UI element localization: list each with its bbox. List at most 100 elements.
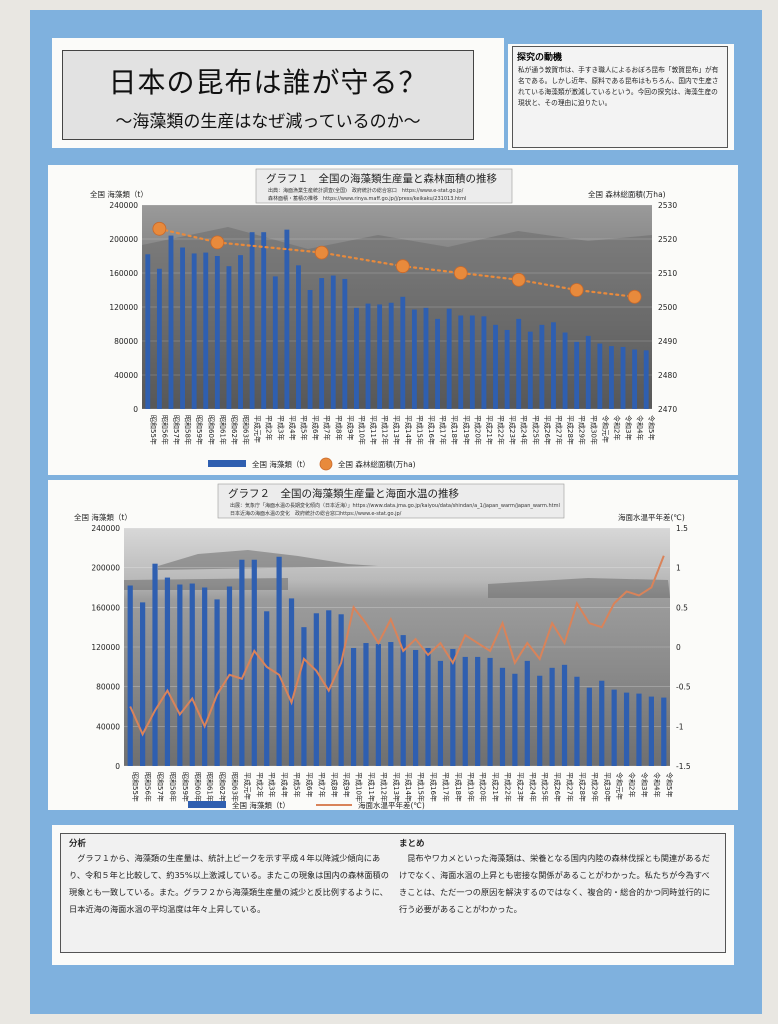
poster-board: 日本の昆布は誰が守る？ 〜海藻類の生産はなぜ減っているのか〜 探究の動機 私が通… — [30, 10, 762, 1014]
x-tick-label: 平成3年 — [276, 415, 285, 440]
x-tick-label: 平成5年 — [299, 415, 308, 440]
y-tick-left: 0 — [115, 762, 120, 771]
x-tick-label: 平成15年 — [415, 415, 424, 445]
analysis-heading: 分析 — [69, 839, 87, 849]
bar — [435, 318, 441, 409]
analysis-section: 分析 グラフ１から、海藻類の生産量は、統計上ピークを示す平成４年以降減少傾向にあ… — [69, 838, 389, 918]
y-tick-left: 40000 — [114, 371, 138, 380]
background-scenery — [124, 550, 670, 598]
bar — [326, 610, 332, 766]
bar — [411, 309, 417, 409]
y-tick-left: 200000 — [91, 564, 120, 573]
x-tick-label: 平成元年 — [243, 772, 252, 800]
x-tick-label: 平成13年 — [392, 772, 401, 802]
legend-bar-swatch — [188, 801, 226, 808]
x-tick-label: 令和元年 — [601, 415, 610, 443]
y-tick-left: 0 — [133, 405, 138, 414]
y-tick-right: 2470 — [658, 405, 677, 414]
data-point — [511, 272, 526, 287]
motive-box: 探究の動機 私が通う敦賀市は、手すき職人によるおぼろ昆布「敦賀昆布」が有名である… — [512, 46, 728, 148]
y-tick-left: 40000 — [96, 722, 120, 731]
x-tick-label: 昭和62年 — [218, 772, 227, 802]
x-tick-label: 平成4年 — [288, 415, 297, 440]
x-tick-label: 令和3年 — [624, 415, 633, 440]
y-tick-right: 1.5 — [676, 524, 688, 533]
x-tick-label: 平成11年 — [367, 772, 376, 802]
bar — [261, 232, 267, 409]
chart-source-line: 出展：気象庁「海面水温の長期変化傾向（日本近海）」https://www.dat… — [230, 502, 560, 509]
y-tick-left: 240000 — [91, 524, 120, 533]
bar — [164, 577, 171, 766]
chart1: グラフ１ 全国の海藻類生産量と森林面積の推移出典：海面漁業生産統計調査(全国) … — [90, 168, 677, 471]
x-tick-label: 平成7年 — [317, 772, 326, 797]
x-tick-label: 平成27年 — [566, 772, 575, 802]
x-tick-label: 平成19年 — [462, 415, 471, 445]
bar — [272, 276, 278, 409]
bar — [276, 556, 282, 766]
x-tick-label: 平成13年 — [392, 415, 401, 445]
bar — [504, 329, 510, 409]
x-tick-label: 平成23年 — [508, 415, 517, 445]
x-tick-label: 平成24年 — [520, 415, 529, 445]
bar — [377, 304, 383, 409]
x-tick-label: 令和5年 — [647, 415, 656, 440]
bar — [499, 667, 506, 766]
motive-body: 私が通う敦賀市は、手すき職人によるおぼろ昆布「敦賀昆布」が有名である。しかし近年… — [518, 66, 719, 107]
bar — [168, 235, 174, 409]
bar — [512, 673, 518, 766]
x-tick-label: 平成12年 — [381, 415, 390, 445]
x-tick-label: 令和4年 — [636, 415, 645, 440]
bar — [353, 307, 359, 409]
x-tick-label: 平成14年 — [404, 415, 413, 445]
bar — [539, 324, 545, 409]
x-tick-label: 昭和63年 — [242, 415, 251, 445]
bar — [363, 643, 369, 766]
x-tick-label: 平成28年 — [578, 772, 587, 802]
bar — [214, 599, 220, 766]
y-axis-right-label: 海面水温平年差(℃) — [618, 512, 685, 522]
motive-panel: 探究の動機 私が通う敦賀市は、手すき職人によるおぼろ昆布「敦賀昆布」が有名である… — [508, 44, 734, 150]
x-tick-label: 平成20年 — [479, 772, 488, 802]
bar — [301, 627, 307, 766]
x-tick-label: 昭和55年 — [149, 415, 158, 445]
x-tick-label: 昭和58年 — [168, 772, 177, 802]
bar — [549, 667, 555, 766]
x-tick-label: 平成9年 — [342, 772, 351, 797]
bar — [516, 318, 522, 409]
bar — [375, 644, 381, 766]
bar — [342, 278, 348, 409]
bar — [127, 585, 133, 766]
y-tick-right: 2500 — [658, 303, 677, 312]
bar — [388, 302, 394, 409]
x-tick-label: 平成18年 — [450, 415, 459, 445]
bar — [214, 256, 220, 409]
bar — [400, 296, 406, 409]
bar — [487, 657, 493, 766]
bar — [597, 343, 603, 409]
x-tick-label: 昭和56年 — [144, 772, 153, 802]
bar — [319, 278, 325, 409]
x-tick-label: 平成29年 — [578, 415, 587, 445]
y-tick-right: 2480 — [658, 371, 677, 380]
x-tick-label: 平成20年 — [473, 415, 482, 445]
bar — [481, 316, 487, 409]
y-tick-left: 120000 — [109, 303, 138, 312]
x-tick-label: 平成26年 — [543, 415, 552, 445]
bar — [140, 602, 146, 766]
motive-heading: 探究の動機 — [517, 53, 563, 63]
x-tick-label: 平成30年 — [603, 772, 612, 802]
bar — [537, 675, 543, 766]
bar — [437, 660, 444, 766]
y-tick-right: 2520 — [658, 235, 677, 244]
x-tick-label: 平成16年 — [427, 415, 436, 445]
bar — [661, 697, 667, 766]
legend-point-swatch — [319, 457, 333, 471]
y-axis-left-label: 全国 海藻類（t） — [90, 189, 148, 199]
background-scenery — [142, 227, 652, 409]
chart1-panel: グラフ１ 全国の海藻類生産量と森林面積の推移 出典：海面漁業生産統計調査(全国) … — [48, 165, 738, 475]
x-tick-label: 平成4年 — [280, 772, 289, 797]
data-point — [152, 221, 167, 236]
y-axis-right-label: 全国 森林総面積(万ha) — [588, 189, 666, 199]
x-tick-label: 平成25年 — [531, 415, 540, 445]
bar — [574, 676, 580, 766]
